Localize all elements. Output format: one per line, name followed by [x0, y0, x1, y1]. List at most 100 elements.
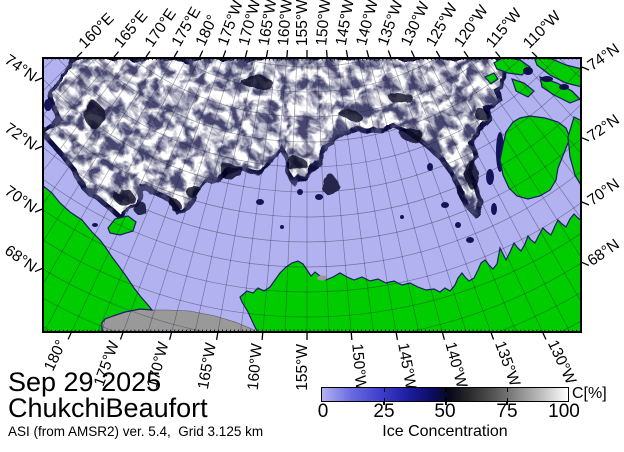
meridian-line — [426, 57, 571, 333]
lon-tick-label-top: 140°W — [353, 0, 382, 47]
meridian-line — [316, 57, 330, 333]
lat-tick-label-left: 68°N — [1, 242, 39, 276]
major-tick — [345, 49, 349, 58]
meridian-line — [70, 57, 201, 333]
colorbar-tick-label: 25 — [373, 401, 395, 422]
source-subtitle: ASI (from AMSR2) ver. 5.4, Grid 3.125 km — [8, 424, 264, 439]
lon-tick-label-top: 170°W — [236, 0, 265, 47]
major-tick — [34, 77, 43, 82]
colorbar-tick — [383, 402, 385, 405]
meridian-line — [357, 57, 420, 333]
map-frame — [42, 57, 582, 333]
meridian-line — [368, 57, 443, 333]
meridian-line — [536, 57, 582, 103]
meridian-line — [42, 57, 57, 71]
colorbar-tick — [506, 402, 508, 405]
arctic-island-e — [539, 76, 582, 104]
colorbar-tick-label: 0 — [317, 401, 329, 422]
major-tick — [244, 50, 248, 58]
colorbar-tick — [445, 402, 447, 405]
major-tick — [261, 332, 264, 341]
coastal-lagoon — [317, 275, 327, 281]
colorbar-unit: C[%] — [572, 385, 607, 402]
colorbar-tick-label: 100 — [548, 401, 580, 422]
parallel-line — [56, 57, 558, 168]
colorbar-notch — [506, 388, 509, 392]
meridian-line — [483, 57, 582, 186]
island-channels — [523, 67, 569, 90]
meridian-line — [97, 57, 213, 333]
map-area — [42, 57, 582, 333]
lon-tick-label-top: 180° — [193, 12, 222, 48]
lon-tick-label-bottom: 155°W — [294, 344, 311, 391]
meridian-line — [390, 57, 492, 333]
major-tick — [366, 50, 370, 58]
banks-island-east — [567, 116, 582, 189]
meridian-line — [439, 57, 582, 305]
meridian-line — [42, 57, 175, 287]
colorbar-notch — [383, 388, 386, 392]
colorbar-notch — [383, 397, 386, 401]
major-tick — [34, 267, 43, 273]
lon-tick-label-top: 135°W — [375, 0, 407, 48]
lon-tick-label-top: 160°W — [275, 0, 296, 46]
major-tick — [581, 66, 590, 71]
meridian-line — [467, 57, 582, 221]
lon-tick-label-top: 120°W — [451, 2, 492, 50]
major-tick — [325, 49, 328, 58]
parallel-line — [42, 66, 582, 193]
meridian-line — [43, 57, 188, 333]
low-concentration-patches — [85, 76, 489, 214]
parallel-line — [42, 201, 582, 293]
lon-tick-label-bottom: 130°W — [544, 337, 579, 387]
lon-tick-label-top: 125°W — [423, 0, 461, 49]
lon-tick-label-top: 175°E — [168, 4, 204, 49]
land-masses — [42, 57, 582, 333]
meridian-line — [147, 57, 235, 333]
lon-tick-label-bottom: 150°W — [348, 343, 369, 391]
meridian-line — [42, 57, 161, 244]
lat-tick-label-left: 74°N — [1, 51, 39, 85]
wrangel-island — [107, 215, 137, 236]
meridian-line — [379, 57, 467, 333]
banks-island — [499, 115, 571, 200]
lon-tick-label-top: 165°E — [111, 8, 151, 51]
colorbar — [321, 387, 569, 402]
meridian-line — [557, 57, 582, 80]
meridian-line — [42, 57, 97, 117]
ice-speckles — [44, 99, 504, 243]
date-title: Sep 29 2025 — [8, 367, 162, 397]
major-tick — [350, 332, 353, 341]
meridian-line — [326, 57, 352, 333]
title-block: Sep 29 2025 ChukchiBeaufort ASI (from AM… — [8, 367, 264, 440]
meridian-line — [42, 57, 131, 173]
lon-tick-label-bottom: 135°W — [491, 339, 523, 389]
meridian-line — [262, 57, 288, 333]
colorbar-caption: Ice Concentration — [382, 423, 508, 440]
major-tick — [222, 50, 227, 58]
lon-tick-label-top: 115°W — [483, 5, 526, 51]
lon-tick-label-top: 165°W — [256, 0, 281, 47]
lon-tick-label-bottom: 145°W — [394, 342, 419, 391]
graticule — [42, 57, 582, 333]
meridian-line — [517, 57, 582, 128]
meridian-line — [284, 57, 298, 333]
lon-tick-label-top: 160°E — [76, 10, 118, 52]
major-tick — [581, 261, 590, 267]
major-tick — [581, 201, 590, 206]
lon-tick-label-top: 145°W — [333, 0, 358, 47]
meridian-line — [347, 57, 397, 333]
region-title: ChukchiBeaufort — [8, 393, 208, 423]
sea-ice-pack — [42, 57, 508, 220]
major-tick — [286, 49, 289, 58]
colorbar-notch — [445, 388, 447, 392]
lat-tick-label-right: 70°N — [585, 175, 623, 209]
chukotka-land — [42, 184, 154, 333]
meridian-line — [171, 57, 246, 333]
major-tick — [34, 145, 43, 150]
lon-tick-label-bottom: 140°W — [442, 340, 471, 390]
major-tick — [395, 332, 399, 341]
parallel-line — [42, 169, 582, 268]
major-tick — [168, 332, 173, 340]
